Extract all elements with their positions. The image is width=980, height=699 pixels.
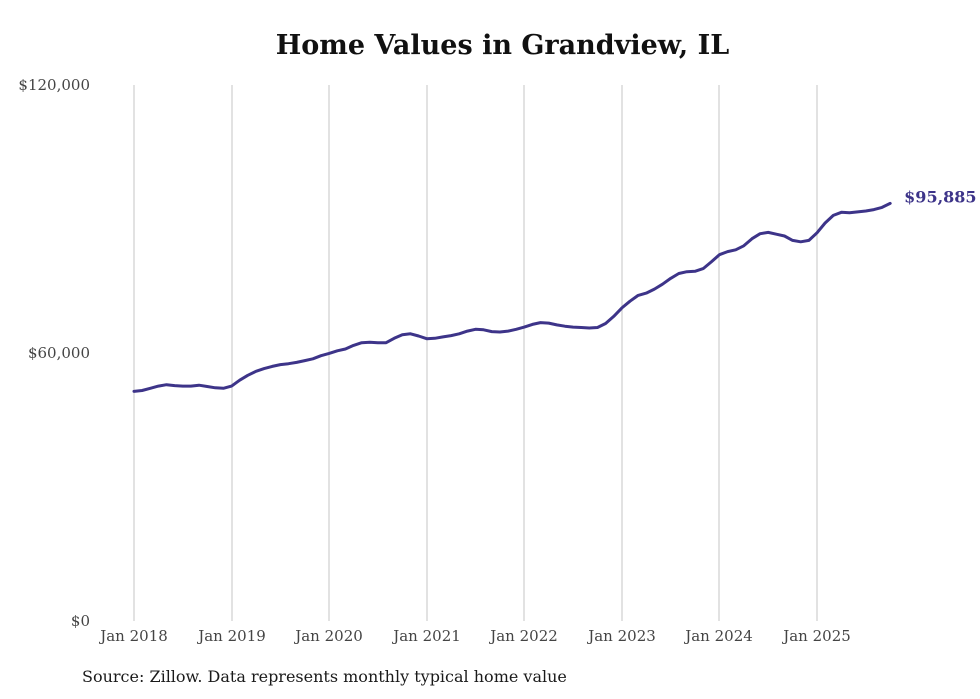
y-tick-label: $60,000 (28, 344, 90, 362)
x-tick-label: Jan 2022 (488, 627, 558, 645)
label-layer: $95,885 (904, 187, 976, 206)
end-value-label: $95,885 (904, 187, 976, 206)
x-tick-label: Jan 2024 (683, 627, 753, 645)
x-tick-label: Jan 2018 (98, 627, 168, 645)
chart-title: Home Values in Grandview, IL (275, 30, 730, 61)
x-tick-label: Jan 2019 (196, 627, 266, 645)
x-tick-label: Jan 2021 (391, 627, 461, 645)
x-tick-label: Jan 2020 (293, 627, 363, 645)
y-tick-label: $120,000 (18, 76, 90, 94)
source-note: Source: Zillow. Data represents monthly … (82, 667, 567, 686)
series-layer (132, 201, 892, 393)
series-line (132, 201, 892, 393)
x-axis: Jan 2018 Jan 2019 Jan 2020 Jan 2021 Jan 2022… (98, 627, 851, 645)
y-axis: $0 $60,000 $120,000 (18, 76, 90, 630)
x-tick-label: Jan 2023 (586, 627, 656, 645)
y-tick-label: $0 (71, 612, 90, 630)
x-tick-label: Jan 2025 (781, 627, 851, 645)
grid-layer (133, 85, 818, 621)
